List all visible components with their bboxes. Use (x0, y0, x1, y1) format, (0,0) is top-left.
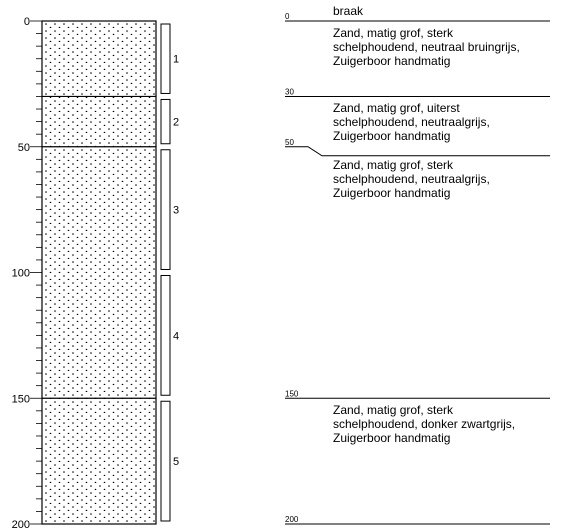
description-line: schelphoudend, donker zwartgrijs, (333, 417, 516, 432)
description-boundaries: 0 30 50 150 200 (285, 12, 550, 525)
description-line: Zand, matig grof, sterk (333, 157, 454, 172)
boundary-line-50 (285, 146, 550, 157)
boundary-label-30: 30 (285, 87, 294, 96)
description-line: schelphoudend, neutraalgrijs, (333, 171, 490, 186)
layer-description-4: Zand, matig grof, sterk schelphoudend, do… (333, 403, 515, 445)
sample-bracket-4 (160, 275, 171, 396)
layer-description-0: braak (333, 4, 363, 18)
description-line: Zand, matig grof, uiterst (333, 101, 460, 116)
sample-label-3: 3 (173, 205, 179, 217)
boundary-label-50: 50 (285, 138, 294, 147)
description-line: schelphoudend, neutraal bruingrijs, (333, 40, 520, 54)
sample-label-1: 1 (173, 54, 179, 66)
description-line: Zuigerboor handmatig (333, 185, 451, 200)
description-line: Zuigerboor handmatig (333, 54, 451, 68)
sample-bracket-5 (160, 400, 171, 522)
axis-tick-label-150: 150 (12, 393, 30, 405)
sample-bracket-1 (160, 23, 171, 94)
soil-column-body (41, 20, 157, 525)
sample-label-2: 2 (173, 117, 179, 129)
description-line: Zuigerboor handmatig (333, 129, 451, 144)
depth-axis: 0 50 100 150 200 (12, 16, 42, 531)
description-line: Zand, matig grof, sterk (333, 403, 454, 418)
axis-tick-label-100: 100 (12, 268, 30, 280)
boundary-label-200: 200 (285, 515, 299, 524)
layer-description-3: Zand, matig grof, sterk schelphoudend, ne… (333, 158, 490, 200)
boundary-label-0: 0 (285, 12, 290, 21)
soil-column (41, 20, 157, 525)
sample-label-4: 4 (173, 330, 179, 342)
description-line: Zuigerboor handmatig (333, 431, 451, 446)
layer-description-2: Zand, matig grof, uiterst schelphoudend, … (333, 101, 490, 143)
axis-tick-label-0: 0 (24, 16, 30, 28)
boundary-label-150: 150 (285, 389, 299, 398)
layer-description-1: Zand, matig grof, sterk schelphoudend, ne… (333, 26, 520, 68)
sample-label-5: 5 (173, 456, 179, 468)
sample-brackets: 1 2 3 4 5 (160, 23, 179, 522)
sample-bracket-2 (160, 98, 171, 145)
axis-tick-label-50: 50 (18, 142, 30, 154)
description-line: Zand, matig grof, sterk (333, 26, 454, 40)
description-line: schelphoudend, neutraalgrijs, (333, 115, 490, 130)
axis-tick-label-200: 200 (12, 519, 30, 531)
sample-bracket-3 (160, 149, 171, 270)
description-line: braak (333, 4, 364, 18)
